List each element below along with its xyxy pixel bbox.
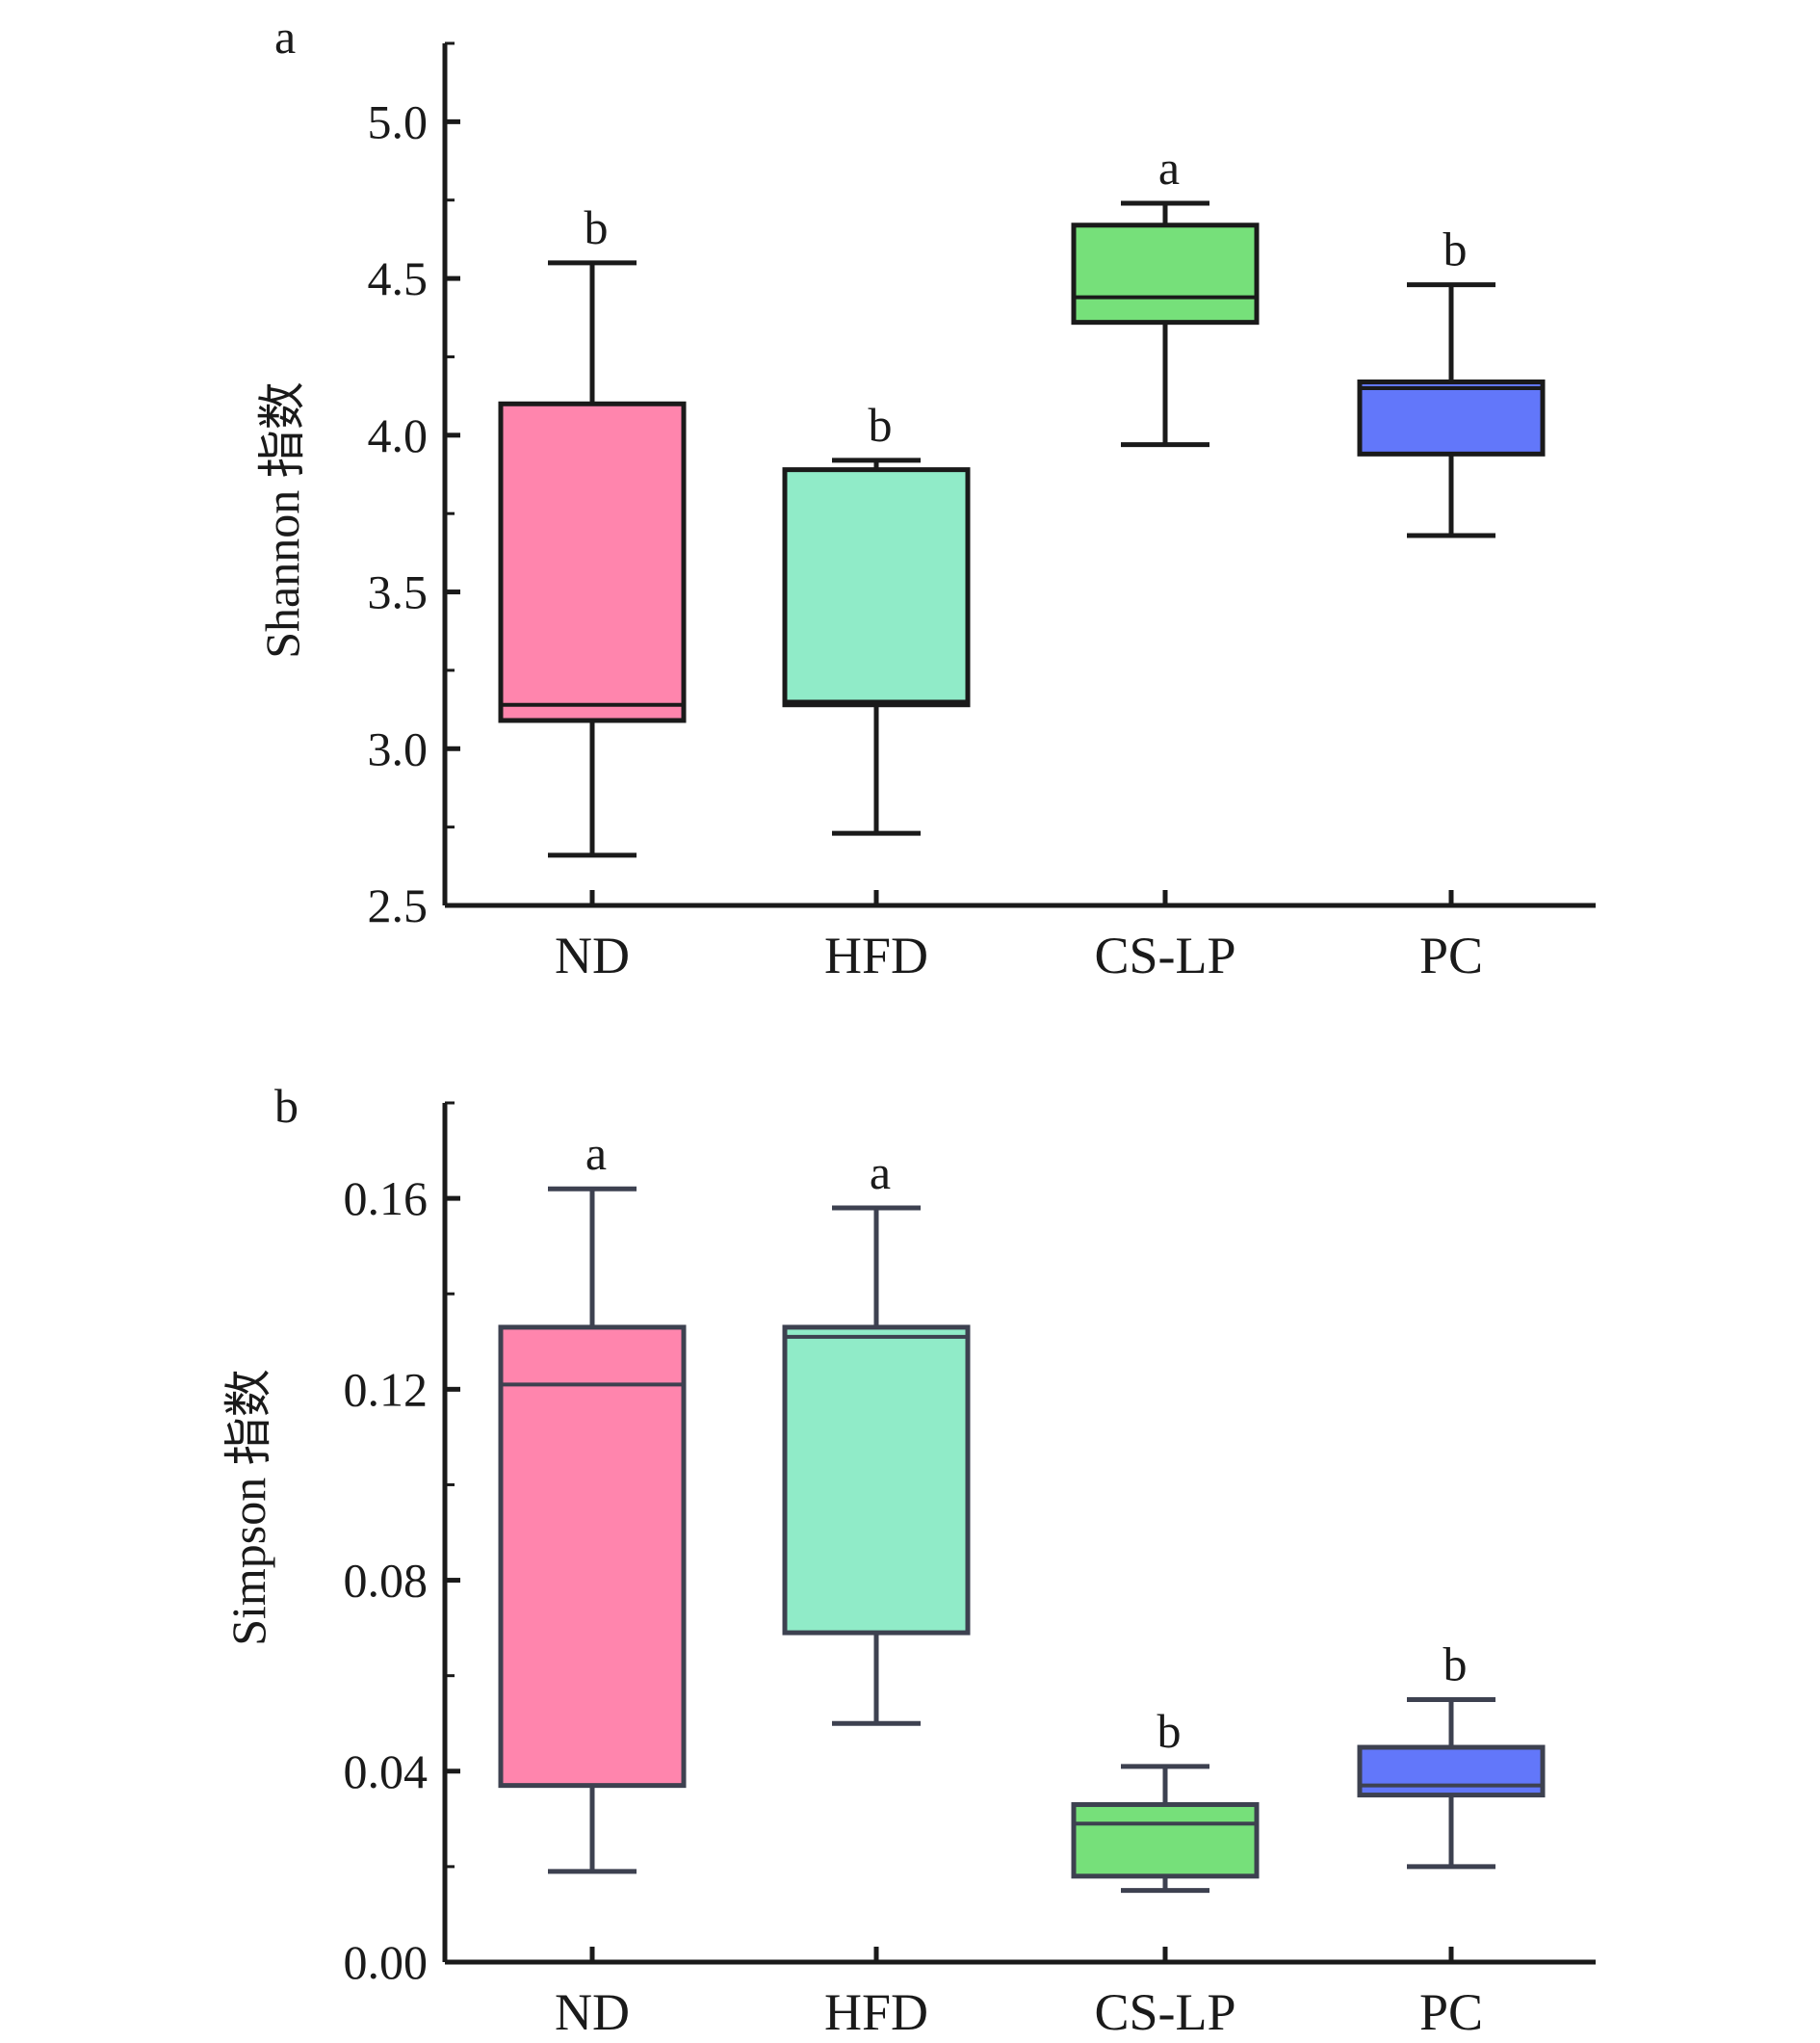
y-tick-label: 2.5 [368,878,429,932]
x-tick-label: PC [1419,927,1483,984]
iqr-box [1357,379,1546,457]
box-nd: b [498,200,687,858]
iqr-box [782,467,971,708]
significance-label: b [585,200,609,254]
box-hfd: a [782,1145,971,1726]
significance-label: a [585,1126,607,1180]
significance-label: b [1157,1704,1182,1758]
x-tick-label: CS-LP [1094,927,1235,984]
panel-label: a [274,10,296,64]
significance-label: b [1443,223,1468,276]
box-hfd: b [782,398,971,836]
iqr-box [1357,1744,1546,1798]
x-tick-label: PC [1419,1983,1483,2041]
significance-label: a [870,1145,891,1199]
iqr-box [498,1324,687,1789]
box-cs-lp: a [1071,141,1260,448]
box-pc: b [1357,1637,1546,1870]
significance-label: b [869,398,893,452]
significance-label: b [1443,1637,1468,1690]
y-tick-label: 0.04 [344,1744,429,1798]
y-tick-label: 0.12 [344,1362,429,1416]
y-tick-label: 4.0 [368,408,429,462]
x-tick-label: HFD [824,927,928,984]
panel-label: b [274,1079,299,1133]
box-pc: b [1357,223,1546,538]
box-cs-lp: b [1071,1704,1260,1894]
y-tick-label: 0.08 [344,1554,429,1608]
shannon-panel: a Shannon 指数 2.5 3.0 3.5 4.0 4.5 5.0 b ND b HFD a CS-… [255,10,1596,984]
x-tick-label: ND [555,1983,630,2041]
y-tick-label: 3.5 [368,565,429,619]
y-tick-label: 0.16 [344,1171,429,1225]
iqr-box [1071,1801,1260,1879]
x-tick-label: HFD [824,1983,928,2041]
y-tick-label: 5.0 [368,94,429,148]
y-axis-label: Shannon 指数 [255,381,309,659]
x-tick-label: CS-LP [1094,1983,1235,2041]
significance-label: a [1158,141,1180,195]
y-tick-label: 3.0 [368,721,429,775]
iqr-box [498,401,687,723]
iqr-box [1071,223,1260,326]
x-tick-label: ND [555,927,630,984]
y-tick-label: 0.00 [344,1935,429,1989]
simpson-panel: b Simpson 指数 0.00 0.04 0.08 0.12 0.16 a ND a HFD b C… [221,1079,1596,2041]
y-axis-label: Simpson 指数 [221,1369,275,1646]
iqr-box [782,1324,971,1636]
y-tick-label: 4.5 [368,251,429,305]
box-nd: a [498,1126,687,1874]
